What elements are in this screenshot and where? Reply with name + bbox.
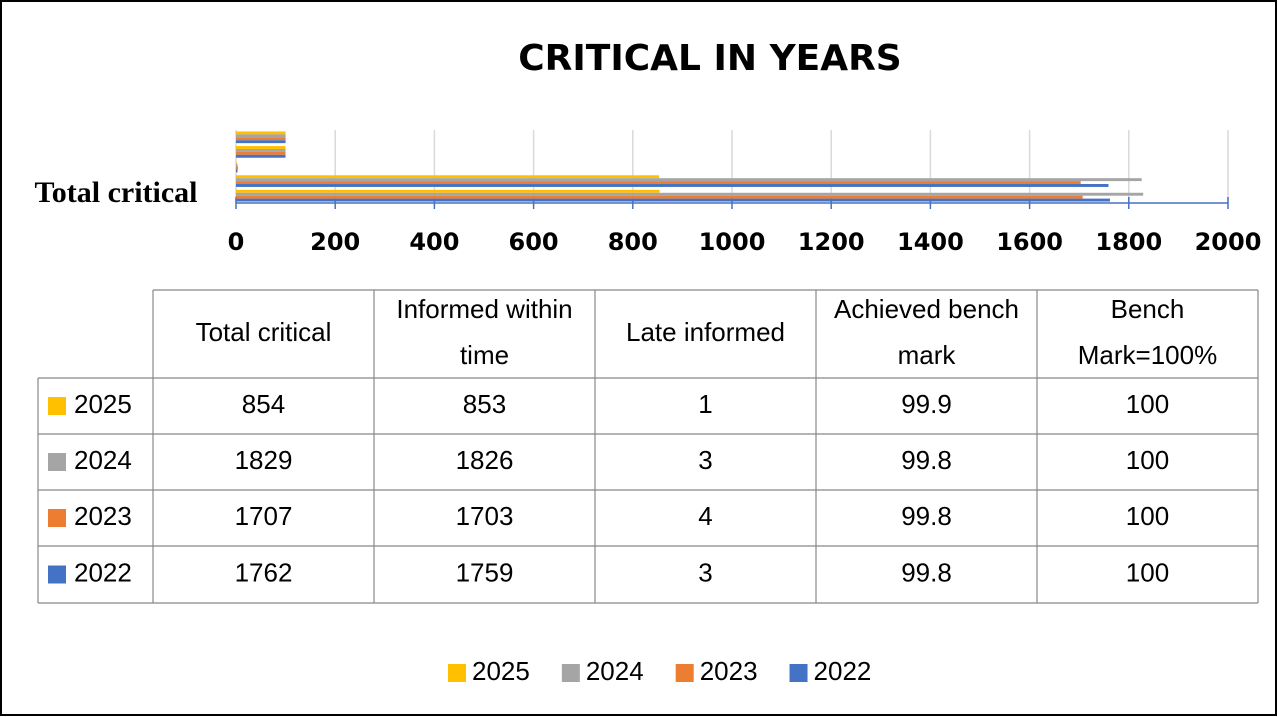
table-cell: 1707 xyxy=(235,501,293,531)
table-header: Bench Mark=100% xyxy=(1078,294,1217,370)
bar xyxy=(236,198,1110,202)
bar xyxy=(236,151,286,155)
y-category-label: Total critical xyxy=(34,176,197,209)
bar xyxy=(236,166,238,170)
x-tick-label: 800 xyxy=(608,228,658,256)
bar xyxy=(236,140,286,144)
table-cell: 854 xyxy=(242,389,285,419)
table-header: Total critical xyxy=(196,317,332,347)
table-cell: 99.9 xyxy=(901,389,952,419)
legend-label: 2022 xyxy=(814,656,872,686)
table-cell: 100 xyxy=(1126,445,1169,475)
table-legend-key xyxy=(48,509,66,527)
table-cell: 99.8 xyxy=(901,501,952,531)
legend-key xyxy=(448,664,466,682)
bar xyxy=(236,195,1083,199)
table-legend-key xyxy=(48,397,66,415)
x-tick-label: 1000 xyxy=(699,228,766,256)
bar xyxy=(236,131,286,135)
legend-label: 2024 xyxy=(586,656,644,686)
legend-key xyxy=(561,664,580,682)
chart-title: CRITICAL IN YEARS xyxy=(518,38,901,79)
x-tick-label: 0 xyxy=(228,228,245,256)
table-row-label: 2024 xyxy=(74,445,132,475)
table-cell: 1829 xyxy=(235,445,293,475)
x-tick-label: 1200 xyxy=(798,228,865,256)
bar xyxy=(236,163,238,167)
table-legend-key xyxy=(48,453,66,471)
bar xyxy=(236,169,238,173)
table-cell: 3 xyxy=(698,445,712,475)
x-tick-label: 1400 xyxy=(897,228,964,256)
x-tick-label: 2000 xyxy=(1195,228,1262,256)
table-header: Achieved bench mark xyxy=(834,294,1019,370)
table-cell: 99.8 xyxy=(901,557,952,587)
x-tick-label: 1600 xyxy=(996,228,1063,256)
legend-label: 2025 xyxy=(472,656,530,686)
bar xyxy=(236,154,286,158)
table-header: Informed within time xyxy=(396,294,572,370)
table-row-label: 2025 xyxy=(74,389,132,419)
bar xyxy=(236,134,286,138)
bar xyxy=(236,175,660,179)
table-cell: 100 xyxy=(1126,557,1169,587)
x-tick-label: 600 xyxy=(509,228,559,256)
bar xyxy=(236,137,286,141)
table-cell: 100 xyxy=(1126,501,1169,531)
bar xyxy=(236,189,660,193)
bar xyxy=(236,148,286,152)
table-cell: 1703 xyxy=(456,501,514,531)
legend-key xyxy=(789,664,808,682)
table-cell: 100 xyxy=(1126,389,1169,419)
table-row-label: 2023 xyxy=(74,501,132,531)
x-tick-label: 1800 xyxy=(1095,228,1162,256)
table-header: Late informed xyxy=(626,317,785,347)
table-row-label: 2022 xyxy=(74,557,132,587)
x-tick-label: 200 xyxy=(310,228,360,256)
legend-key xyxy=(675,664,694,682)
table-cell: 853 xyxy=(463,389,506,419)
legend-label: 2023 xyxy=(700,656,758,686)
table-cell: 3 xyxy=(698,557,712,587)
bar xyxy=(236,146,286,149)
bar xyxy=(236,178,1142,182)
bar xyxy=(236,184,1109,187)
table-legend-key xyxy=(48,565,66,584)
table-cell: 99.8 xyxy=(901,445,952,475)
bar xyxy=(236,192,1144,196)
bar xyxy=(236,181,1081,185)
table-cell: 4 xyxy=(698,501,712,531)
x-tick-label: 400 xyxy=(409,228,459,256)
table-cell: 1826 xyxy=(456,445,514,475)
table-cell: 1762 xyxy=(235,557,293,587)
table-cell: 1759 xyxy=(456,557,514,587)
table-cell: 1 xyxy=(698,389,712,419)
